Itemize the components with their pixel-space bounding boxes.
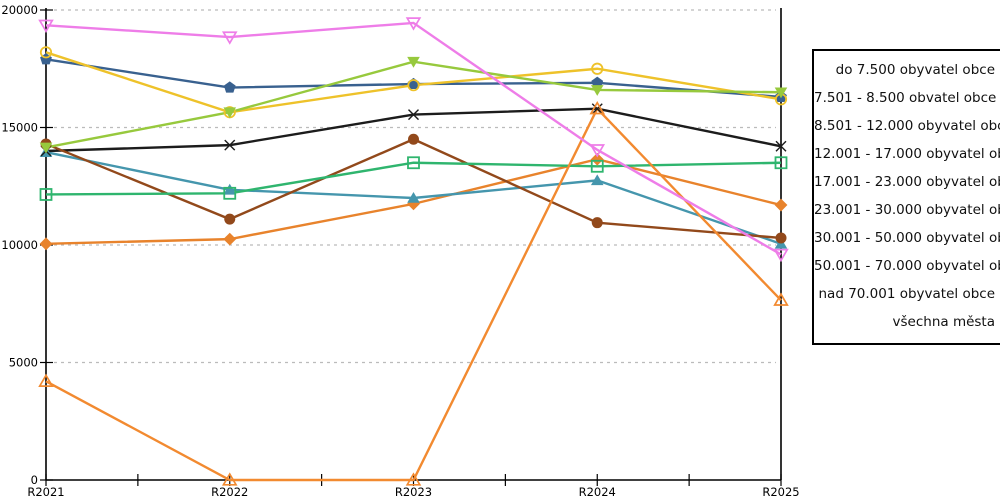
legend-item: 12.001 - 17.000 obyvatel obce: [814, 146, 1000, 163]
series-line: [45, 161, 782, 196]
series-line: [45, 21, 782, 256]
series-marker-x-cross: [775, 140, 787, 152]
series-marker-x-cross: [224, 139, 236, 151]
series-marker-circle-filled: [775, 232, 787, 244]
series-marker-triangle-up-open: [773, 292, 789, 306]
x-tick-label: R2023: [395, 485, 432, 499]
series-marker-pentagon-filled: [591, 76, 604, 88]
series-marker-circle-filled: [224, 213, 236, 225]
legend-item: všechna města: [892, 314, 995, 331]
legend-item: 23.001 - 30.000 obyvatel obce: [814, 202, 1000, 219]
series-marker-triangle-down-filled: [223, 107, 237, 119]
series-marker-pentagon-filled: [223, 81, 236, 93]
series-marker-diamond-filled: [223, 232, 237, 246]
y-tick-label: 20000: [1, 3, 38, 17]
series-marker-x-cross: [591, 103, 603, 115]
series-marker-circle-filled: [591, 217, 603, 229]
series-marker-square-open: [407, 156, 420, 170]
series-marker-triangle-down-open: [38, 19, 54, 33]
series-marker-triangle-up-filled: [407, 192, 420, 203]
legend-item: 7.501 - 8.500 obvatel obce: [814, 90, 997, 107]
series-marker-triangle-down-open: [773, 248, 789, 263]
series-marker-triangle-up-filled: [590, 174, 604, 186]
series-marker-triangle-down-filled: [39, 142, 53, 154]
y-tick-label: 15000: [1, 121, 38, 135]
y-tick-label: 10000: [1, 238, 38, 252]
series-marker-diamond-filled: [774, 198, 788, 212]
series-marker-triangle-up-open: [38, 373, 54, 387]
chart-legend: do 7.500 obyvatel obce 7.501 - 8.500 obva…: [812, 49, 1000, 345]
series-marker-triangle-down-open: [589, 144, 606, 158]
series-marker-triangle-down-filled: [774, 87, 788, 99]
series-marker-diamond-filled: [407, 197, 420, 211]
series-line: [45, 106, 782, 482]
x-tick-label: R2024: [579, 485, 616, 499]
series-marker-triangle-up-filled: [223, 183, 237, 195]
series-marker-square-open: [39, 188, 53, 201]
series-marker-diamond-filled: [590, 152, 604, 166]
series-marker-triangle-down-open: [405, 17, 422, 31]
series-marker-triangle-up-open: [221, 472, 238, 486]
x-tick-label: R2021: [27, 485, 64, 499]
series-marker-circle-open: [39, 46, 53, 59]
x-tick-label: R2025: [762, 485, 799, 499]
y-tick-label: 5000: [9, 356, 38, 370]
series-marker-triangle-down-open: [221, 31, 238, 45]
legend-item: nad 70.001 obyvatel obce: [818, 286, 996, 303]
series-marker-triangle-up-open: [589, 101, 606, 115]
series-marker-x-cross: [408, 109, 419, 121]
series-marker-circle-open: [591, 62, 604, 75]
legend-item: 50.001 - 70.000 obyvatel obce: [814, 258, 1000, 275]
series-marker-circle-open: [407, 79, 420, 92]
legend-item: 8.501 - 12.000 obyvatel obce: [814, 118, 1000, 135]
legend-item: 17.001 - 23.000 obyvatel obce: [814, 174, 1000, 191]
series-line: [45, 137, 782, 240]
legend-item: do 7.500 obyvatel obce: [835, 62, 995, 79]
series-marker-triangle-down-filled: [590, 85, 604, 96]
y-tick-label: 0: [31, 473, 38, 487]
series-marker-triangle-up-open: [405, 472, 422, 486]
series-marker-circle-filled: [408, 133, 419, 145]
series-marker-diamond-filled: [39, 237, 53, 251]
x-tick-label: R2022: [211, 485, 248, 499]
series-marker-square-open: [590, 159, 604, 173]
series-marker-square-open: [774, 156, 788, 170]
legend-item: 30.001 - 50.000 obyvatel obce: [814, 230, 1000, 247]
series-marker-triangle-down-filled: [407, 56, 420, 68]
series-marker-square-open: [223, 186, 237, 200]
